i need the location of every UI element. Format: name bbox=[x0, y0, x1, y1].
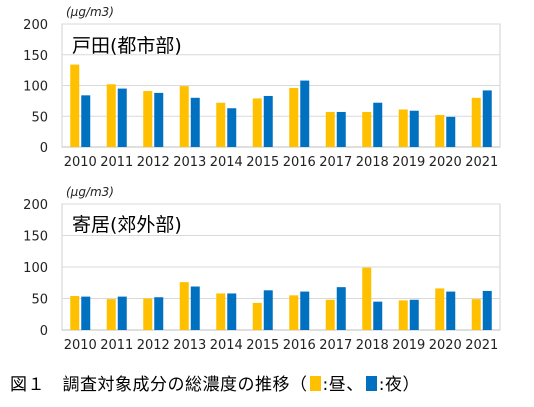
x-tick-label-top-2013: 2013 bbox=[173, 155, 206, 170]
x-tick-label-bottom-2021: 2021 bbox=[465, 338, 498, 353]
x-tick-label-bottom-2013: 2013 bbox=[173, 338, 206, 353]
bar-top-day-2013 bbox=[179, 86, 189, 147]
x-tick-label-top-2011: 2011 bbox=[100, 155, 133, 170]
x-tick-label-top-2020: 2020 bbox=[429, 155, 462, 170]
bar-top-night-2020 bbox=[446, 116, 456, 147]
bar-top-day-2021 bbox=[471, 97, 481, 147]
y-tick-label-bottom-150: 150 bbox=[23, 230, 48, 245]
bar-bottom-night-2017 bbox=[336, 287, 346, 330]
x-tick-label-bottom-2019: 2019 bbox=[392, 338, 425, 353]
y-tick-label-top-150: 150 bbox=[23, 49, 48, 64]
y-tick-label-bottom-200: 200 bbox=[23, 198, 48, 213]
day-swatch bbox=[309, 376, 321, 391]
night-swatch bbox=[365, 376, 377, 391]
bar-top-day-2016 bbox=[289, 87, 299, 147]
bar-top-night-2012 bbox=[154, 92, 164, 147]
y-tick-label-bottom-50: 50 bbox=[31, 293, 48, 308]
x-tick-label-bottom-2011: 2011 bbox=[100, 338, 133, 353]
y-tick-label-bottom-100: 100 bbox=[23, 261, 48, 276]
bar-bottom-night-2016 bbox=[300, 291, 310, 330]
caption-prefix: 図１ 調査対象成分の総濃度の推移（ bbox=[10, 375, 308, 395]
bar-bottom-night-2021 bbox=[482, 290, 492, 330]
bar-bottom-night-2014 bbox=[227, 293, 237, 330]
figure-caption: 図１ 調査対象成分の総濃度の推移（ :昼、 :夜） bbox=[10, 370, 530, 395]
bar-bottom-night-2015 bbox=[263, 290, 273, 330]
unit-label-top: (μg/m3) bbox=[66, 5, 114, 19]
bar-top-night-2010 bbox=[81, 95, 91, 147]
bar-bottom-night-2013 bbox=[190, 286, 200, 330]
bar-top-night-2021 bbox=[482, 90, 492, 147]
bar-bottom-day-2014 bbox=[216, 293, 226, 330]
x-tick-label-bottom-2020: 2020 bbox=[429, 338, 462, 353]
bar-bottom-day-2020 bbox=[435, 288, 445, 330]
x-tick-label-top-2018: 2018 bbox=[356, 155, 389, 170]
x-tick-label-bottom-2012: 2012 bbox=[137, 338, 170, 353]
bar-bottom-night-2019 bbox=[409, 299, 419, 330]
bar-top-night-2018 bbox=[373, 102, 383, 147]
bar-bottom-day-2019 bbox=[398, 300, 408, 330]
y-tick-label-top-100: 100 bbox=[23, 80, 48, 95]
bar-top-day-2014 bbox=[216, 102, 226, 147]
x-tick-label-bottom-2010: 2010 bbox=[64, 338, 97, 353]
x-tick-label-top-2012: 2012 bbox=[137, 155, 170, 170]
x-tick-label-top-2014: 2014 bbox=[210, 155, 243, 170]
bar-bottom-day-2010 bbox=[70, 295, 80, 330]
bar-bottom-day-2012 bbox=[143, 298, 153, 330]
x-tick-label-top-2021: 2021 bbox=[465, 155, 498, 170]
bar-bottom-day-2011 bbox=[106, 299, 116, 330]
y-tick-label-top-50: 50 bbox=[31, 110, 48, 125]
chart-title-bottom: 寄居(郊外部) bbox=[72, 214, 182, 236]
bar-top-day-2017 bbox=[325, 111, 335, 147]
bar-bottom-day-2013 bbox=[179, 282, 189, 330]
bar-bottom-night-2012 bbox=[154, 297, 164, 330]
bar-top-day-2018 bbox=[362, 111, 372, 147]
x-tick-label-bottom-2014: 2014 bbox=[210, 338, 243, 353]
x-tick-label-top-2017: 2017 bbox=[319, 155, 352, 170]
caption-day-label: :昼、 bbox=[322, 375, 364, 395]
x-tick-label-top-2015: 2015 bbox=[246, 155, 279, 170]
bar-top-night-2011 bbox=[117, 88, 127, 147]
bar-bottom-night-2020 bbox=[446, 291, 456, 330]
y-tick-label-bottom-0: 0 bbox=[40, 324, 48, 339]
x-tick-label-bottom-2017: 2017 bbox=[319, 338, 352, 353]
bar-top-day-2019 bbox=[398, 109, 408, 147]
bar-top-day-2020 bbox=[435, 115, 445, 147]
x-tick-label-top-2016: 2016 bbox=[283, 155, 316, 170]
x-tick-label-bottom-2016: 2016 bbox=[283, 338, 316, 353]
bar-top-night-2013 bbox=[190, 97, 200, 147]
bar-bottom-day-2018 bbox=[362, 267, 372, 330]
bar-top-night-2019 bbox=[409, 110, 419, 147]
caption-night-label: :夜） bbox=[378, 375, 420, 395]
bar-top-night-2017 bbox=[336, 111, 346, 147]
x-tick-label-bottom-2018: 2018 bbox=[356, 338, 389, 353]
bar-bottom-night-2011 bbox=[117, 296, 127, 330]
bar-bottom-day-2021 bbox=[471, 299, 481, 330]
bar-top-day-2010 bbox=[70, 64, 80, 147]
bar-top-day-2015 bbox=[252, 98, 262, 147]
bar-bottom-day-2016 bbox=[289, 295, 299, 330]
x-tick-label-top-2019: 2019 bbox=[392, 155, 425, 170]
y-tick-label-top-200: 200 bbox=[23, 18, 48, 33]
bar-top-night-2016 bbox=[300, 80, 310, 147]
bar-bottom-night-2018 bbox=[373, 301, 383, 330]
bar-top-night-2014 bbox=[227, 108, 237, 147]
y-tick-label-top-0: 0 bbox=[40, 141, 48, 156]
x-tick-label-bottom-2015: 2015 bbox=[246, 338, 279, 353]
bar-bottom-night-2010 bbox=[81, 296, 91, 330]
chart-title-top: 戸田(都市部) bbox=[72, 35, 182, 57]
bar-top-night-2015 bbox=[263, 95, 273, 147]
bar-bottom-day-2017 bbox=[325, 299, 335, 330]
x-tick-label-top-2010: 2010 bbox=[64, 155, 97, 170]
bar-bottom-day-2015 bbox=[252, 302, 262, 330]
bar-top-day-2012 bbox=[143, 91, 153, 147]
unit-label-bottom: (μg/m3) bbox=[66, 185, 114, 199]
bar-top-day-2011 bbox=[106, 84, 116, 147]
